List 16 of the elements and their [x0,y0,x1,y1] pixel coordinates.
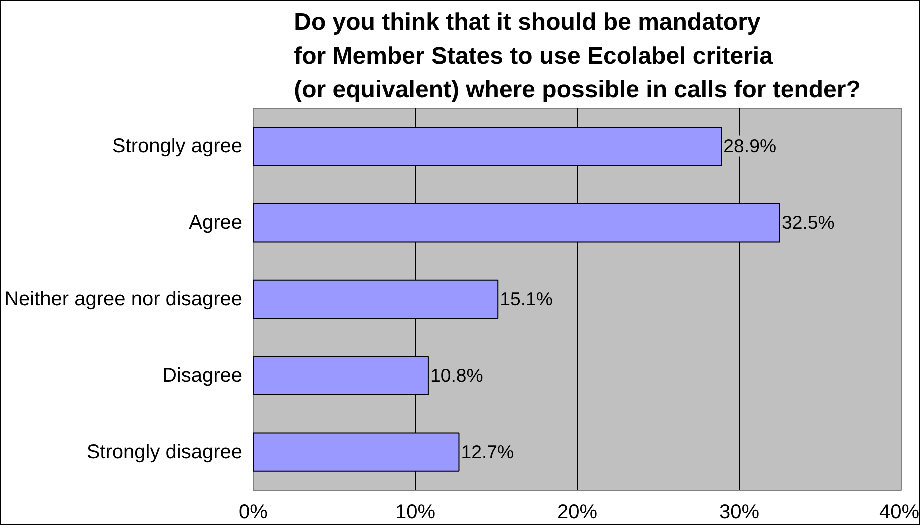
y-tick-label: Disagree [162,364,243,387]
data-label: 32.5% [782,212,835,234]
x-tick-label: 10% [395,502,436,524]
y-tick-label: Strongly agree [112,136,242,158]
data-label: 28.9% [724,136,777,157]
x-tick-label: 0% [239,502,268,524]
data-label: 10.8% [430,364,484,386]
y-tick-label: Agree [189,212,243,234]
x-tick-label: 40% [879,502,920,524]
y-tick-label: Neither agree nor disagree [4,288,242,310]
data-label: 12.7% [461,441,514,462]
data-label: 15.1% [500,288,554,310]
chart-title: Do you think that it should be mandatory for Member States to use Ecolabel criteria (or equivalent) where possible in calls for tender? [294,9,861,104]
x-tick-label: 30% [719,502,760,524]
x-tick-label: 20% [557,502,598,524]
y-tick-label: Strongly disagree [86,441,243,464]
